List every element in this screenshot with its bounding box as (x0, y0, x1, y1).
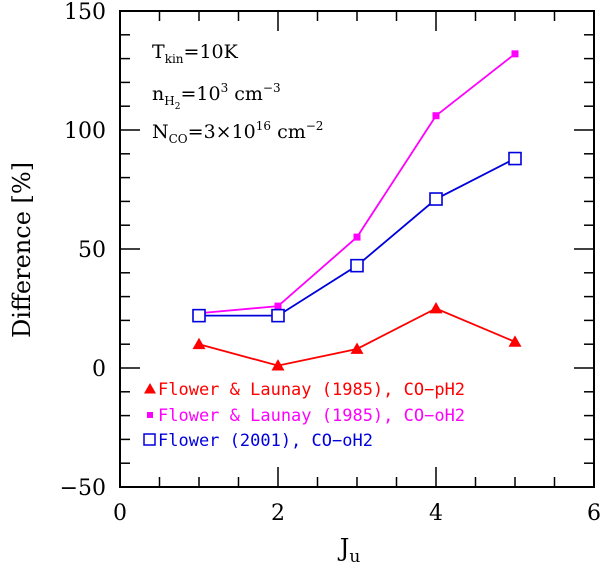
legend-label: Flower & Launay (1985), CO−oH2 (158, 406, 465, 426)
annotation-density: nH2=103 cm−3 (152, 81, 281, 112)
y-tick-label: 100 (64, 119, 106, 144)
legend-marker-triangle (144, 383, 156, 394)
data-point-open-square (429, 192, 443, 206)
x-tick-label: 2 (271, 501, 285, 526)
data-point-triangle (429, 302, 443, 314)
legend-item: Flower & Launay (1985), CO−oH2 (147, 406, 465, 426)
data-point-square (353, 233, 361, 241)
data-point-open-square (192, 308, 206, 323)
x-tick-label: 4 (429, 501, 443, 526)
y-tick-labels: −50 0 50 100 150 (60, 0, 106, 501)
data-point-square (511, 50, 519, 58)
data-point-square (274, 302, 282, 310)
legend-label: Flower (2001), CO−oH2 (158, 431, 373, 451)
x-tick-label: 0 (113, 501, 127, 526)
legend-marker-open-square (143, 433, 156, 446)
data-point-open-square (271, 308, 285, 323)
x-axis-title: Ju (337, 534, 361, 565)
legend: Flower & Launay (1985), CO−pH2 Flower & … (143, 380, 465, 451)
data-point-open-square (508, 151, 522, 166)
x-axis-title-sub: u (349, 547, 360, 565)
y-tick-label: 150 (64, 0, 106, 25)
y-tick-label: 50 (78, 238, 106, 263)
x-axis-title-main: J (337, 534, 350, 562)
y-tick-label: 0 (92, 357, 106, 382)
conditions-annotation: Tkin=10K nH2=103 cm−3 NCO=3×1016 cm−2 (152, 41, 323, 146)
data-point-open-square (350, 258, 364, 273)
data-point-triangle (271, 359, 285, 371)
series-layer (192, 50, 522, 371)
y-tick-label: −50 (60, 476, 106, 501)
data-point-triangle (350, 342, 364, 354)
tick-marks (119, 10, 595, 488)
data-point-triangle (508, 335, 522, 347)
y-axis-title: Difference [%] (8, 162, 36, 338)
legend-marker-square (147, 412, 153, 418)
legend-label: Flower & Launay (1985), CO−pH2 (158, 380, 465, 400)
legend-item: Flower (2001), CO−oH2 (143, 431, 373, 451)
series-line (198, 307, 516, 367)
annotation-column-density: NCO=3×1016 cm−2 (152, 119, 323, 146)
x-tick-labels: 0 2 4 6 (113, 501, 601, 526)
data-point-triangle (192, 337, 206, 350)
data-point-square (432, 112, 440, 120)
legend-item: Flower & Launay (1985), CO−pH2 (144, 380, 465, 400)
series-0 (192, 302, 522, 371)
annotation-temperature: Tkin=10K (152, 41, 239, 66)
x-tick-label: 6 (587, 501, 601, 526)
series-2 (192, 151, 522, 323)
